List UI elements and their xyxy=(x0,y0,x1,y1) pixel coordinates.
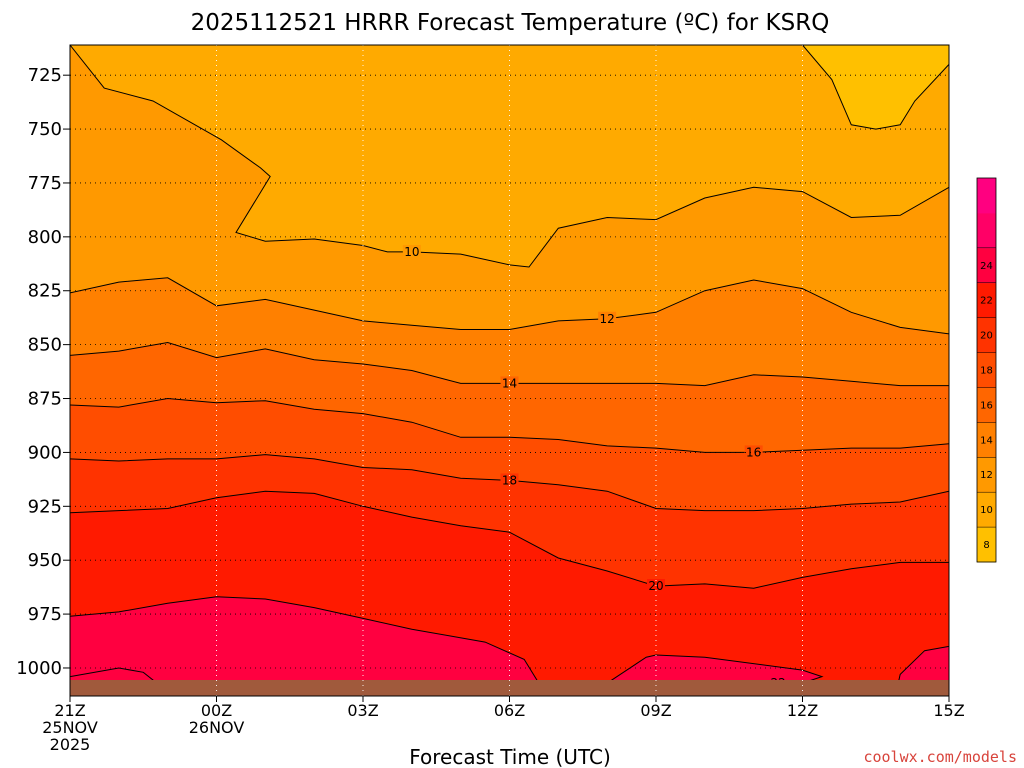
isotherm-label: 10 xyxy=(404,245,419,259)
colorbar-label: 20 xyxy=(980,331,993,342)
y-tick-label: 875 xyxy=(28,389,62,410)
colorbar-swatch xyxy=(977,457,996,493)
chart-title: 2025112521 HRRR Forecast Temperature (ºC… xyxy=(191,10,830,36)
colorbar-frame xyxy=(976,177,997,563)
y-tick-label: 1000 xyxy=(16,658,62,679)
isotherm-label-bg xyxy=(500,376,519,390)
grid xyxy=(70,45,949,696)
colorbar-swatch xyxy=(977,212,996,249)
y-tick-label: 750 xyxy=(28,119,62,140)
colorbar-label: 18 xyxy=(980,366,993,377)
y-tick-label: 925 xyxy=(28,496,62,517)
isotherm-22-line xyxy=(70,596,540,686)
y-axis: 725 750 775 800 825 850 875 900 925 950 975 1000 xyxy=(16,65,70,679)
colorbar-label: 24 xyxy=(980,261,993,272)
isotherm-lines: 1012141618202222 xyxy=(70,45,949,686)
x-tick-label: 03Z xyxy=(347,701,378,720)
y-tick-label: 900 xyxy=(28,442,62,463)
x-tick-label: 2025 xyxy=(50,735,91,754)
isotherm-label-bg xyxy=(744,445,763,459)
colorbar-swatch xyxy=(977,178,996,214)
y-tick-label: 825 xyxy=(28,281,62,302)
isotherm-20-line xyxy=(70,490,949,589)
colorbar-swatch xyxy=(977,282,996,319)
isotherm-label-bg xyxy=(402,244,421,258)
y-tick-label: 975 xyxy=(28,604,62,625)
x-tick-label: 00Z xyxy=(201,701,232,720)
isotherm-label: 20 xyxy=(648,579,663,593)
x-tick-label: 09Z xyxy=(640,701,671,720)
colorbar-swatch xyxy=(977,527,996,563)
colorbar-label: 10 xyxy=(980,505,993,516)
fill-band-cold-pocket xyxy=(802,45,949,130)
x-axis-label: Forecast Time (UTC) xyxy=(409,745,611,768)
y-tick-label: 950 xyxy=(28,550,62,571)
y-tick-label: 800 xyxy=(28,227,62,248)
colorbar-label: 8 xyxy=(983,540,989,551)
y-tick-label: 725 xyxy=(28,65,62,86)
colorbar-swatch xyxy=(977,352,996,388)
x-tick-label: 26NOV xyxy=(189,718,245,737)
colorbar-swatch xyxy=(977,247,996,284)
isotherm-label: 16 xyxy=(746,445,761,459)
credit-text: coolwx.com/models xyxy=(863,748,1017,766)
y-tick-label: 775 xyxy=(28,173,62,194)
colorbar-label: 14 xyxy=(980,435,993,446)
x-tick-label: 06Z xyxy=(494,701,525,720)
x-tick-label: 25NOV xyxy=(42,718,98,737)
isotherm-10-line xyxy=(70,45,949,268)
x-tick-label: 21Z xyxy=(54,701,85,720)
fill-band-22-1 xyxy=(607,655,822,686)
colorbar-swatch xyxy=(977,317,996,354)
isotherm-label-bg xyxy=(500,473,519,487)
colorbar-label: 16 xyxy=(980,400,993,411)
x-tick-label: 15Z xyxy=(933,701,964,720)
colorbar-label: 22 xyxy=(980,296,993,307)
colorbar-swatch xyxy=(977,492,996,528)
colorbar: 8 10 12 14 16 18 20 22 24 xyxy=(976,177,997,563)
colorbar-swatch xyxy=(977,387,996,423)
y-tick-label: 850 xyxy=(28,335,62,356)
isotherm-label: 14 xyxy=(502,376,517,390)
isotherm-label-bg xyxy=(598,311,617,325)
x-tick-label: 12Z xyxy=(787,701,818,720)
isotherm-22-line xyxy=(606,654,824,686)
isotherm-label: 12 xyxy=(600,312,615,326)
fill-band-22-3 xyxy=(897,646,949,686)
colorbar-label: 12 xyxy=(980,470,993,481)
fill-band-22-0 xyxy=(70,596,539,686)
colorbar-swatch xyxy=(977,422,996,458)
ground-surface xyxy=(70,680,949,696)
